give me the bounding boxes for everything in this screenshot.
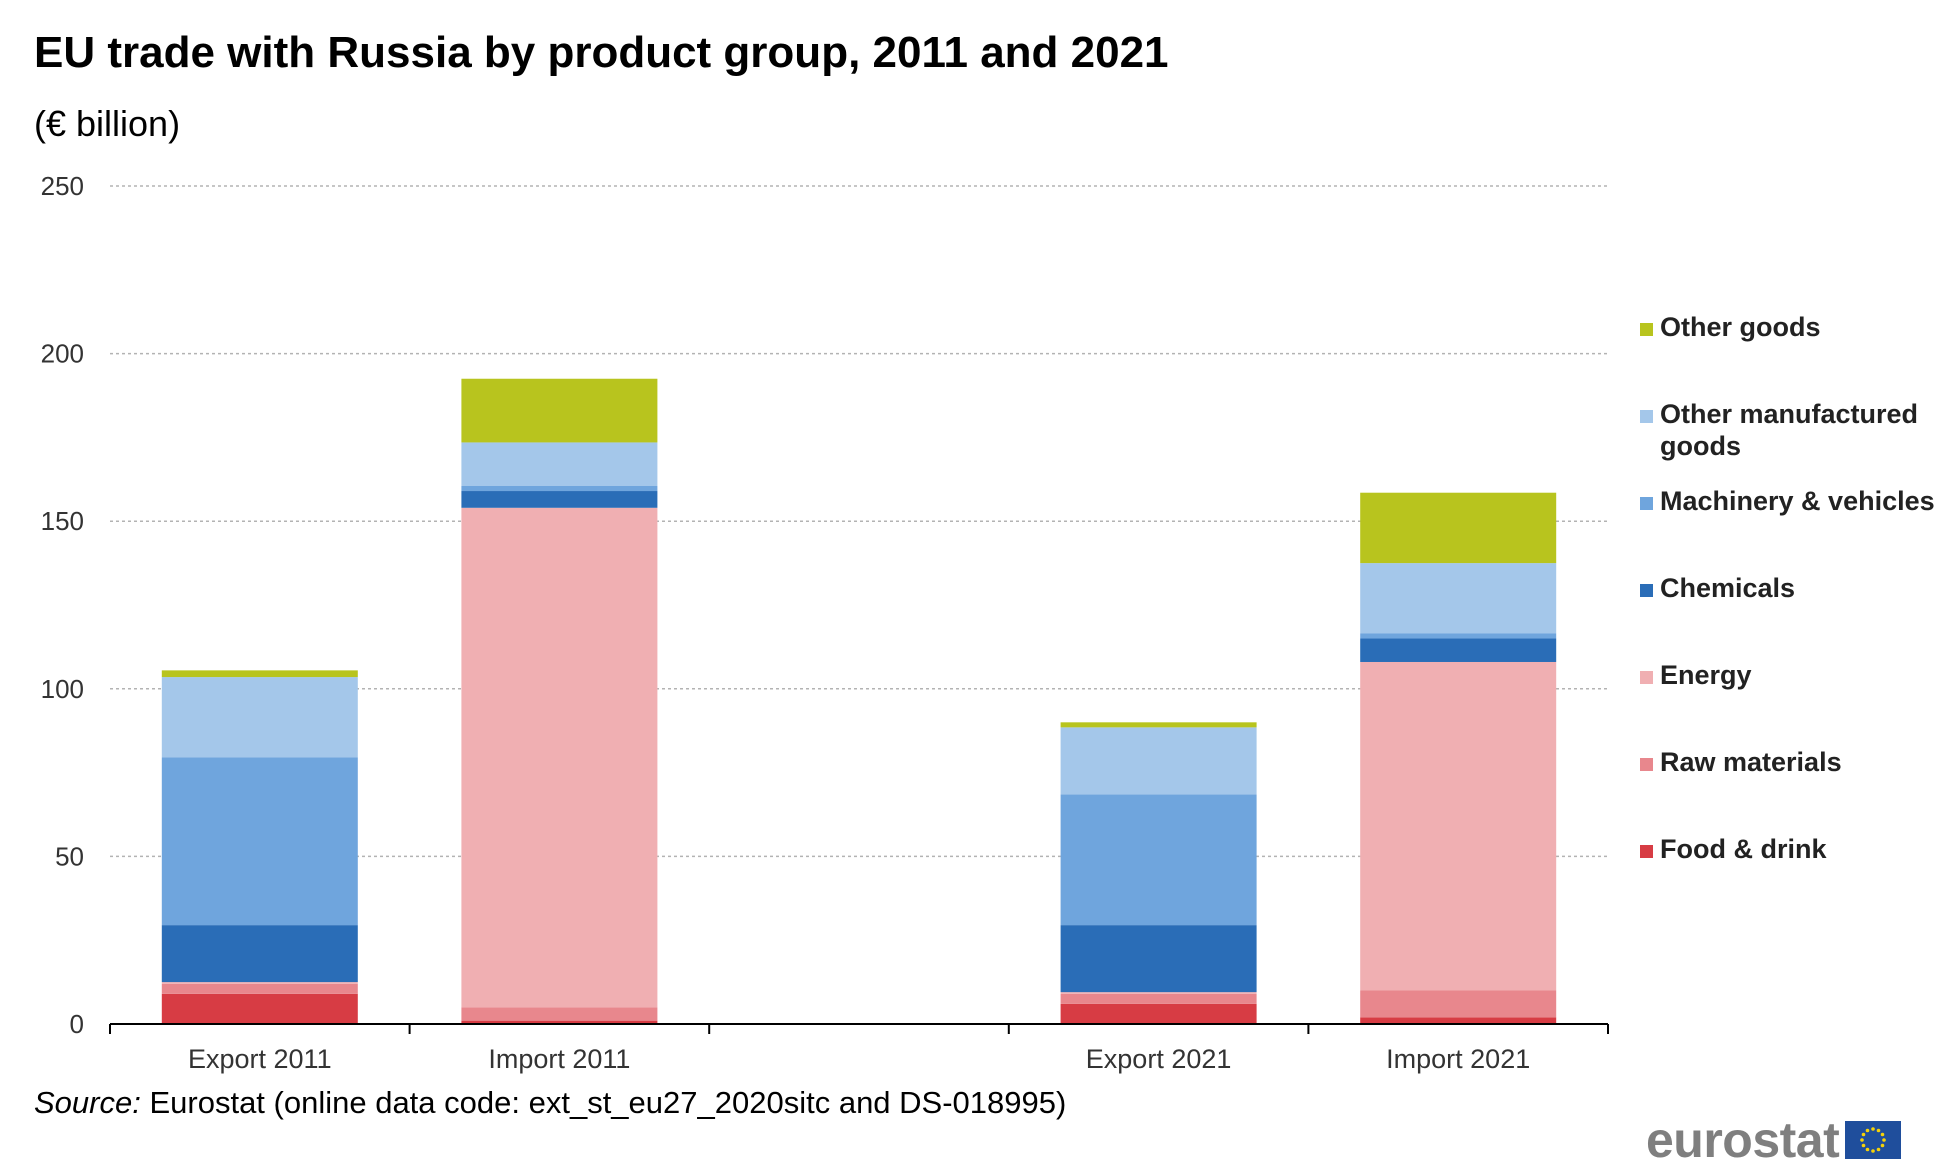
bar-segment-other-goods bbox=[1360, 492, 1557, 564]
bar-segment-chemicals bbox=[1360, 638, 1557, 662]
bar-segment-food-and-drink bbox=[1060, 1003, 1257, 1024]
legend-item-other-manufactured-goods: Other manufactured goods bbox=[1640, 399, 1918, 461]
bar-segment-energy bbox=[161, 982, 358, 984]
source-note: Source: Eurostat (online data code: ext_… bbox=[34, 1085, 1066, 1121]
legend-label-line: Energy bbox=[1660, 660, 1752, 690]
bar-segment-food-and-drink bbox=[1360, 1017, 1557, 1024]
legend-item-chemicals: Chemicals bbox=[1640, 573, 1795, 603]
axes: 0 50 100 150 200 250 Export 2011 Import 2011 Exp… bbox=[41, 171, 1609, 1074]
eurostat-logo: eurostat bbox=[1646, 1111, 1902, 1169]
bar-segment-other-goods bbox=[461, 378, 658, 443]
y-tick-label: 200 bbox=[41, 339, 84, 369]
bar-segment-other-goods bbox=[1060, 722, 1257, 728]
legend-swatch bbox=[1640, 497, 1653, 510]
legend-item-machinery-and-vehicles: Machinery & vehicles bbox=[1640, 486, 1935, 516]
legend-label-line: Chemicals bbox=[1660, 573, 1795, 603]
bar-segment-raw-materials bbox=[161, 983, 358, 994]
legend-label-line: Machinery & vehicles bbox=[1660, 486, 1935, 516]
legend-label-line: Other manufactured bbox=[1660, 399, 1918, 429]
y-tick-label: 250 bbox=[41, 171, 84, 201]
legend-label: Energy bbox=[1660, 660, 1752, 690]
x-tick-label: Export 2011 bbox=[188, 1044, 332, 1074]
bar-segment-raw-materials bbox=[461, 1007, 658, 1021]
bar-segment-machinery-and-vehicles bbox=[161, 757, 358, 926]
bar-segment-other-manufactured-goods bbox=[161, 677, 358, 758]
legend-label: Other manufactured goods bbox=[1660, 399, 1918, 461]
legend-item-food-and-drink: Food & drink bbox=[1640, 834, 1827, 864]
legend-swatch bbox=[1640, 410, 1653, 423]
bar-segment-machinery-and-vehicles bbox=[1060, 794, 1257, 926]
legend-swatch bbox=[1640, 758, 1653, 771]
legend-label-line: goods bbox=[1660, 431, 1741, 461]
bar-segment-raw-materials bbox=[1060, 993, 1257, 1004]
legend-label: Chemicals bbox=[1660, 573, 1795, 603]
logo-text: eurostat bbox=[1646, 1112, 1840, 1168]
bar-segment-energy bbox=[1360, 661, 1557, 991]
source-label: Source: bbox=[34, 1085, 141, 1120]
gridlines bbox=[110, 185, 1608, 858]
bar-segment-energy bbox=[461, 507, 658, 1008]
bar-segment-other-manufactured-goods bbox=[1060, 727, 1257, 795]
legend-label-line: Food & drink bbox=[1660, 834, 1827, 864]
x-tick-label: Import 2011 bbox=[488, 1044, 630, 1074]
bar-segment-machinery-and-vehicles bbox=[461, 486, 658, 492]
legend-swatch bbox=[1640, 584, 1653, 597]
bar-segment-chemicals bbox=[1060, 925, 1257, 993]
eu-flag-icon bbox=[1845, 1121, 1902, 1159]
x-tick-label: Export 2021 bbox=[1086, 1044, 1232, 1074]
legend-swatch bbox=[1640, 671, 1653, 684]
bars bbox=[161, 378, 1557, 1024]
legend-item-raw-materials: Raw materials bbox=[1640, 747, 1842, 777]
bar-segment-chemicals bbox=[161, 925, 358, 983]
bar-segment-energy bbox=[1060, 992, 1257, 994]
legend-label: Other goods bbox=[1660, 312, 1821, 342]
legend-label-line: Raw materials bbox=[1660, 747, 1842, 777]
bar-segment-machinery-and-vehicles bbox=[1360, 633, 1557, 639]
bar-segment-food-and-drink bbox=[161, 993, 358, 1024]
bar-segment-other-manufactured-goods bbox=[1360, 563, 1557, 634]
y-tick-label: 100 bbox=[41, 674, 84, 704]
legend-label: Machinery & vehicles bbox=[1660, 486, 1935, 516]
legend-label: Food & drink bbox=[1660, 834, 1827, 864]
source-text: Eurostat (online data code: ext_st_eu27_… bbox=[149, 1085, 1067, 1120]
y-tick-label: 0 bbox=[70, 1009, 84, 1039]
bar-segment-other-manufactured-goods bbox=[461, 442, 658, 487]
legend-swatch bbox=[1640, 845, 1653, 858]
legend-label-line: Other goods bbox=[1660, 312, 1821, 342]
bar-segment-raw-materials bbox=[1360, 990, 1557, 1018]
legend-item-energy: Energy bbox=[1640, 660, 1752, 690]
legend-label: Raw materials bbox=[1660, 747, 1842, 777]
bar-segment-food-and-drink bbox=[461, 1020, 658, 1024]
chart-subtitle: (€ billion) bbox=[34, 103, 181, 144]
chart-title: EU trade with Russia by product group, 2… bbox=[34, 28, 1169, 77]
legend-item-other-goods: Other goods bbox=[1640, 312, 1821, 342]
legend: Other goods Other manufactured goods Machin… bbox=[1640, 312, 1935, 864]
y-tick-label: 50 bbox=[55, 841, 84, 871]
x-tick-label: Import 2021 bbox=[1386, 1044, 1530, 1074]
legend-swatch bbox=[1640, 323, 1653, 336]
y-tick-label: 150 bbox=[41, 506, 84, 536]
bar-segment-chemicals bbox=[461, 491, 658, 508]
bar-segment-other-goods bbox=[161, 670, 358, 678]
